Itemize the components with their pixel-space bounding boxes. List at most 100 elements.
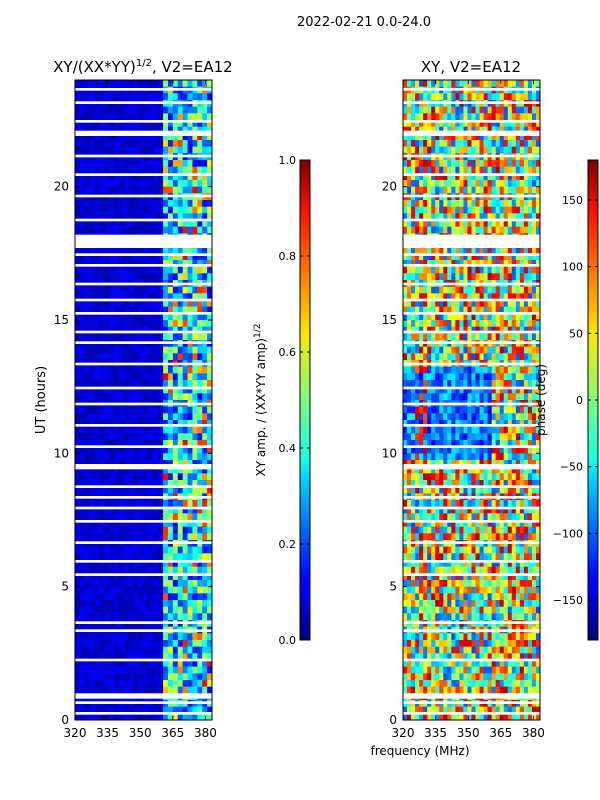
heatmap-cell <box>94 420 100 428</box>
heatmap-cell <box>148 273 154 281</box>
heatmap-cell <box>202 453 208 461</box>
heatmap-cell <box>419 226 424 234</box>
heatmap-cell <box>119 173 125 181</box>
heatmap-cell <box>143 313 149 321</box>
heatmap-cell <box>511 80 517 88</box>
heatmap-cell <box>138 520 144 528</box>
heatmap-cell <box>467 446 472 454</box>
heatmap-cell <box>89 560 95 568</box>
heatmap-cell <box>114 713 120 720</box>
heatmap-cell <box>423 273 428 281</box>
heatmap-cell <box>143 320 149 328</box>
heatmap-cell <box>483 420 489 428</box>
heatmap-cell <box>177 653 184 661</box>
heatmap-cell <box>207 353 212 361</box>
heatmap-cell <box>119 713 125 720</box>
heatmap-cell <box>167 160 174 168</box>
heatmap-cell <box>167 293 174 301</box>
heatmap-cell <box>499 246 505 254</box>
heatmap-cell <box>167 686 174 694</box>
heatmap-cell <box>172 653 179 661</box>
heatmap-cell <box>182 706 188 714</box>
heatmap-cell <box>123 80 130 88</box>
heatmap-cell <box>84 566 91 574</box>
heatmap-cell <box>523 286 529 294</box>
heatmap-cell <box>447 266 452 274</box>
heatmap-cell <box>192 306 198 314</box>
heatmap-cell <box>507 306 513 314</box>
heatmap-cell <box>143 533 149 541</box>
heatmap-cell <box>133 113 139 121</box>
heatmap-cell <box>128 666 135 674</box>
heatmap-cell <box>197 446 203 454</box>
heatmap-cell <box>187 660 193 668</box>
heatmap-cell <box>523 113 529 121</box>
heatmap-cell <box>167 586 174 594</box>
y-tick-label: 20 <box>54 180 69 194</box>
heatmap-cell <box>207 106 212 114</box>
heatmap-cell <box>207 166 212 174</box>
heatmap-cell <box>123 160 130 168</box>
heatmap-cell <box>431 506 436 514</box>
heatmap-cell <box>523 213 529 221</box>
heatmap-cell <box>138 120 144 128</box>
heatmap-cell <box>94 573 100 581</box>
heatmap-cell <box>138 566 144 574</box>
heatmap-cell <box>491 146 497 154</box>
heatmap-cell <box>192 486 198 494</box>
heatmap-cell <box>431 286 436 294</box>
heatmap-cell <box>415 306 420 314</box>
heatmap-cell <box>84 140 91 148</box>
colorbar-tick-label: 0.6 <box>279 346 297 359</box>
heatmap-cell <box>435 80 440 88</box>
heatmap-cell <box>138 286 144 294</box>
heatmap-cell <box>187 346 193 354</box>
heatmap-cell <box>119 553 125 561</box>
heatmap-cell <box>483 246 489 254</box>
heatmap-cell <box>187 533 193 541</box>
heatmap-cell <box>495 366 501 374</box>
heatmap-cell <box>192 253 198 261</box>
heatmap-cell <box>172 453 179 461</box>
heatmap-cell <box>447 113 452 121</box>
heatmap-cell <box>158 366 164 374</box>
heatmap-cell <box>153 113 159 121</box>
heatmap-cell <box>163 353 169 361</box>
heatmap-cell <box>187 386 193 394</box>
heatmap-cell <box>119 373 125 381</box>
heatmap-cell <box>109 560 115 568</box>
heatmap-cell <box>109 680 115 688</box>
heatmap-cell <box>503 120 509 128</box>
heatmap-cell <box>523 500 529 508</box>
heatmap-cell <box>104 386 110 394</box>
heatmap-cell <box>123 613 130 621</box>
heatmap-cell <box>202 593 208 601</box>
heatmap-cell <box>75 640 81 648</box>
heatmap-cell <box>415 180 420 188</box>
heatmap-cell <box>138 460 144 468</box>
heatmap-cell <box>411 333 416 341</box>
heatmap-cell <box>499 293 505 301</box>
heatmap-cell <box>407 386 412 394</box>
heatmap-cell <box>483 366 489 374</box>
heatmap-cell <box>172 713 179 720</box>
heatmap-cell <box>207 80 212 88</box>
heatmap-cell <box>94 173 100 181</box>
heatmap-cell <box>172 206 179 214</box>
heatmap-cell <box>187 413 193 421</box>
heatmap-cell <box>459 426 464 434</box>
heatmap-cell <box>207 506 212 514</box>
heatmap-cell <box>192 640 198 648</box>
heatmap-cell <box>172 306 179 314</box>
heatmap-cell <box>119 206 125 214</box>
heatmap-cell <box>207 373 212 381</box>
heatmap-cell <box>89 440 95 448</box>
heatmap-cell <box>158 480 164 488</box>
heatmap-cell <box>109 140 115 148</box>
heatmap-cell <box>519 146 525 154</box>
heatmap-cell <box>153 126 159 134</box>
heatmap-cell <box>123 286 130 294</box>
heatmap-cell <box>138 640 144 648</box>
heatmap-cell <box>128 566 135 574</box>
heatmap-cell <box>79 426 86 434</box>
